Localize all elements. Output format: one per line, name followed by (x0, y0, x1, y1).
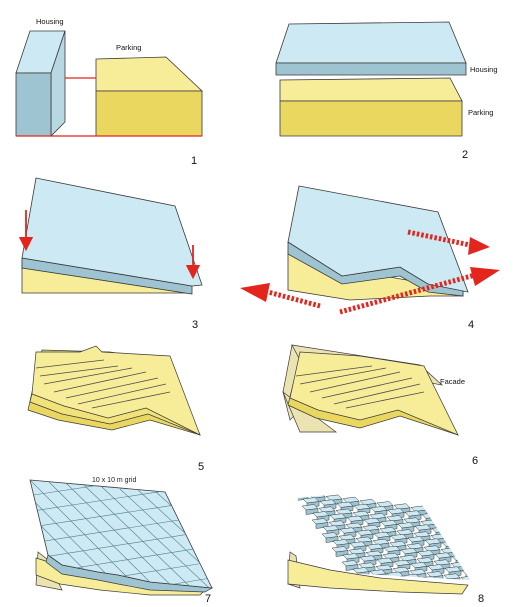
grid-label: 10 x 10 m grid (92, 477, 136, 484)
facade-label: Facade (440, 377, 465, 386)
shift-arrows (240, 229, 500, 315)
sliced-parking-layers (287, 351, 459, 436)
housing-label: Housing (36, 17, 64, 26)
connection-lines (16, 77, 202, 137)
housing-slab (275, 21, 467, 76)
parking-block (95, 56, 204, 137)
panel-number: 4 (468, 319, 474, 331)
parking-label: Parking (468, 108, 493, 117)
panel-7: 10 x 10 m grid 7 (29, 477, 214, 605)
parking-label: Parking (116, 43, 141, 52)
slice-lines (295, 365, 425, 409)
panel-number: 1 (191, 155, 197, 167)
panel-2: Housing Parking 2 (275, 21, 498, 161)
panel-6: Facade 6 (282, 344, 478, 467)
sliced-parking-layers (27, 345, 201, 436)
panel-number: 8 (478, 593, 484, 605)
parking-base (287, 559, 469, 595)
panel-number: 3 (192, 319, 198, 331)
panel-number: 5 (198, 461, 204, 473)
slice-lines (35, 359, 171, 409)
panel-8: 8 (287, 490, 484, 605)
housing-slab (287, 185, 469, 293)
panel-1: Housing Parking 1 (15, 17, 204, 167)
panel-3: 3 (18, 177, 203, 331)
panel-number: 7 (205, 593, 211, 605)
panel-4: 4 (240, 185, 500, 331)
panel-number: 6 (472, 455, 478, 467)
parking-block (279, 77, 463, 137)
housing-block (15, 30, 66, 137)
panel-number: 2 (462, 149, 468, 161)
tilt-arrows (18, 210, 201, 280)
housing-label: Housing (470, 65, 498, 74)
panel-5: 5 (27, 345, 204, 473)
